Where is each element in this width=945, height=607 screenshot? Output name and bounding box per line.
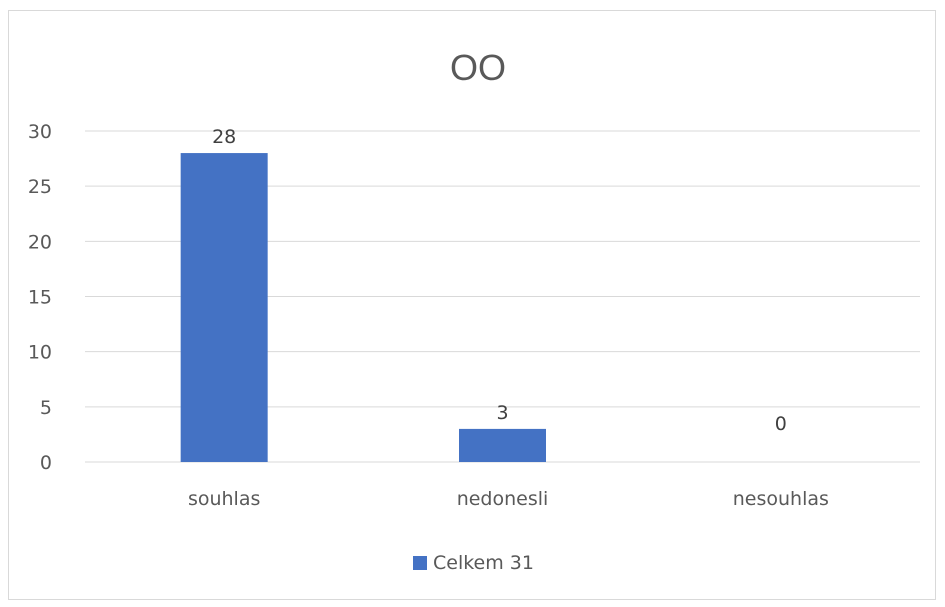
legend-swatch [413, 556, 427, 570]
bar-souhlas [180, 153, 268, 463]
y-tick-label: 25 [28, 176, 52, 198]
chart-title: OO [450, 47, 506, 88]
legend-label: Celkem 31 [433, 552, 534, 574]
data-labels: 28 3 0 [212, 126, 787, 435]
y-tick-label: 5 [40, 397, 52, 419]
data-label: 28 [212, 126, 236, 148]
x-axis-categories: souhlas nedonesli nesouhlas [188, 488, 829, 510]
y-tick-label: 30 [28, 121, 52, 143]
y-axis-ticks: 0 5 10 15 20 25 30 [28, 121, 52, 474]
chart-frame [8, 10, 936, 600]
y-tick-label: 10 [28, 342, 52, 364]
y-tick-label: 15 [28, 287, 52, 309]
data-label: 0 [775, 413, 787, 435]
y-tick-label: 20 [28, 231, 52, 253]
y-tick-label: 0 [40, 452, 52, 474]
x-category-label: nesouhlas [733, 488, 829, 510]
data-label: 3 [496, 402, 508, 424]
legend: Celkem 31 [413, 552, 534, 574]
bar-nedonesli [459, 428, 546, 462]
bars [180, 153, 546, 463]
x-category-label: souhlas [188, 488, 260, 510]
x-category-label: nedonesli [457, 488, 549, 510]
